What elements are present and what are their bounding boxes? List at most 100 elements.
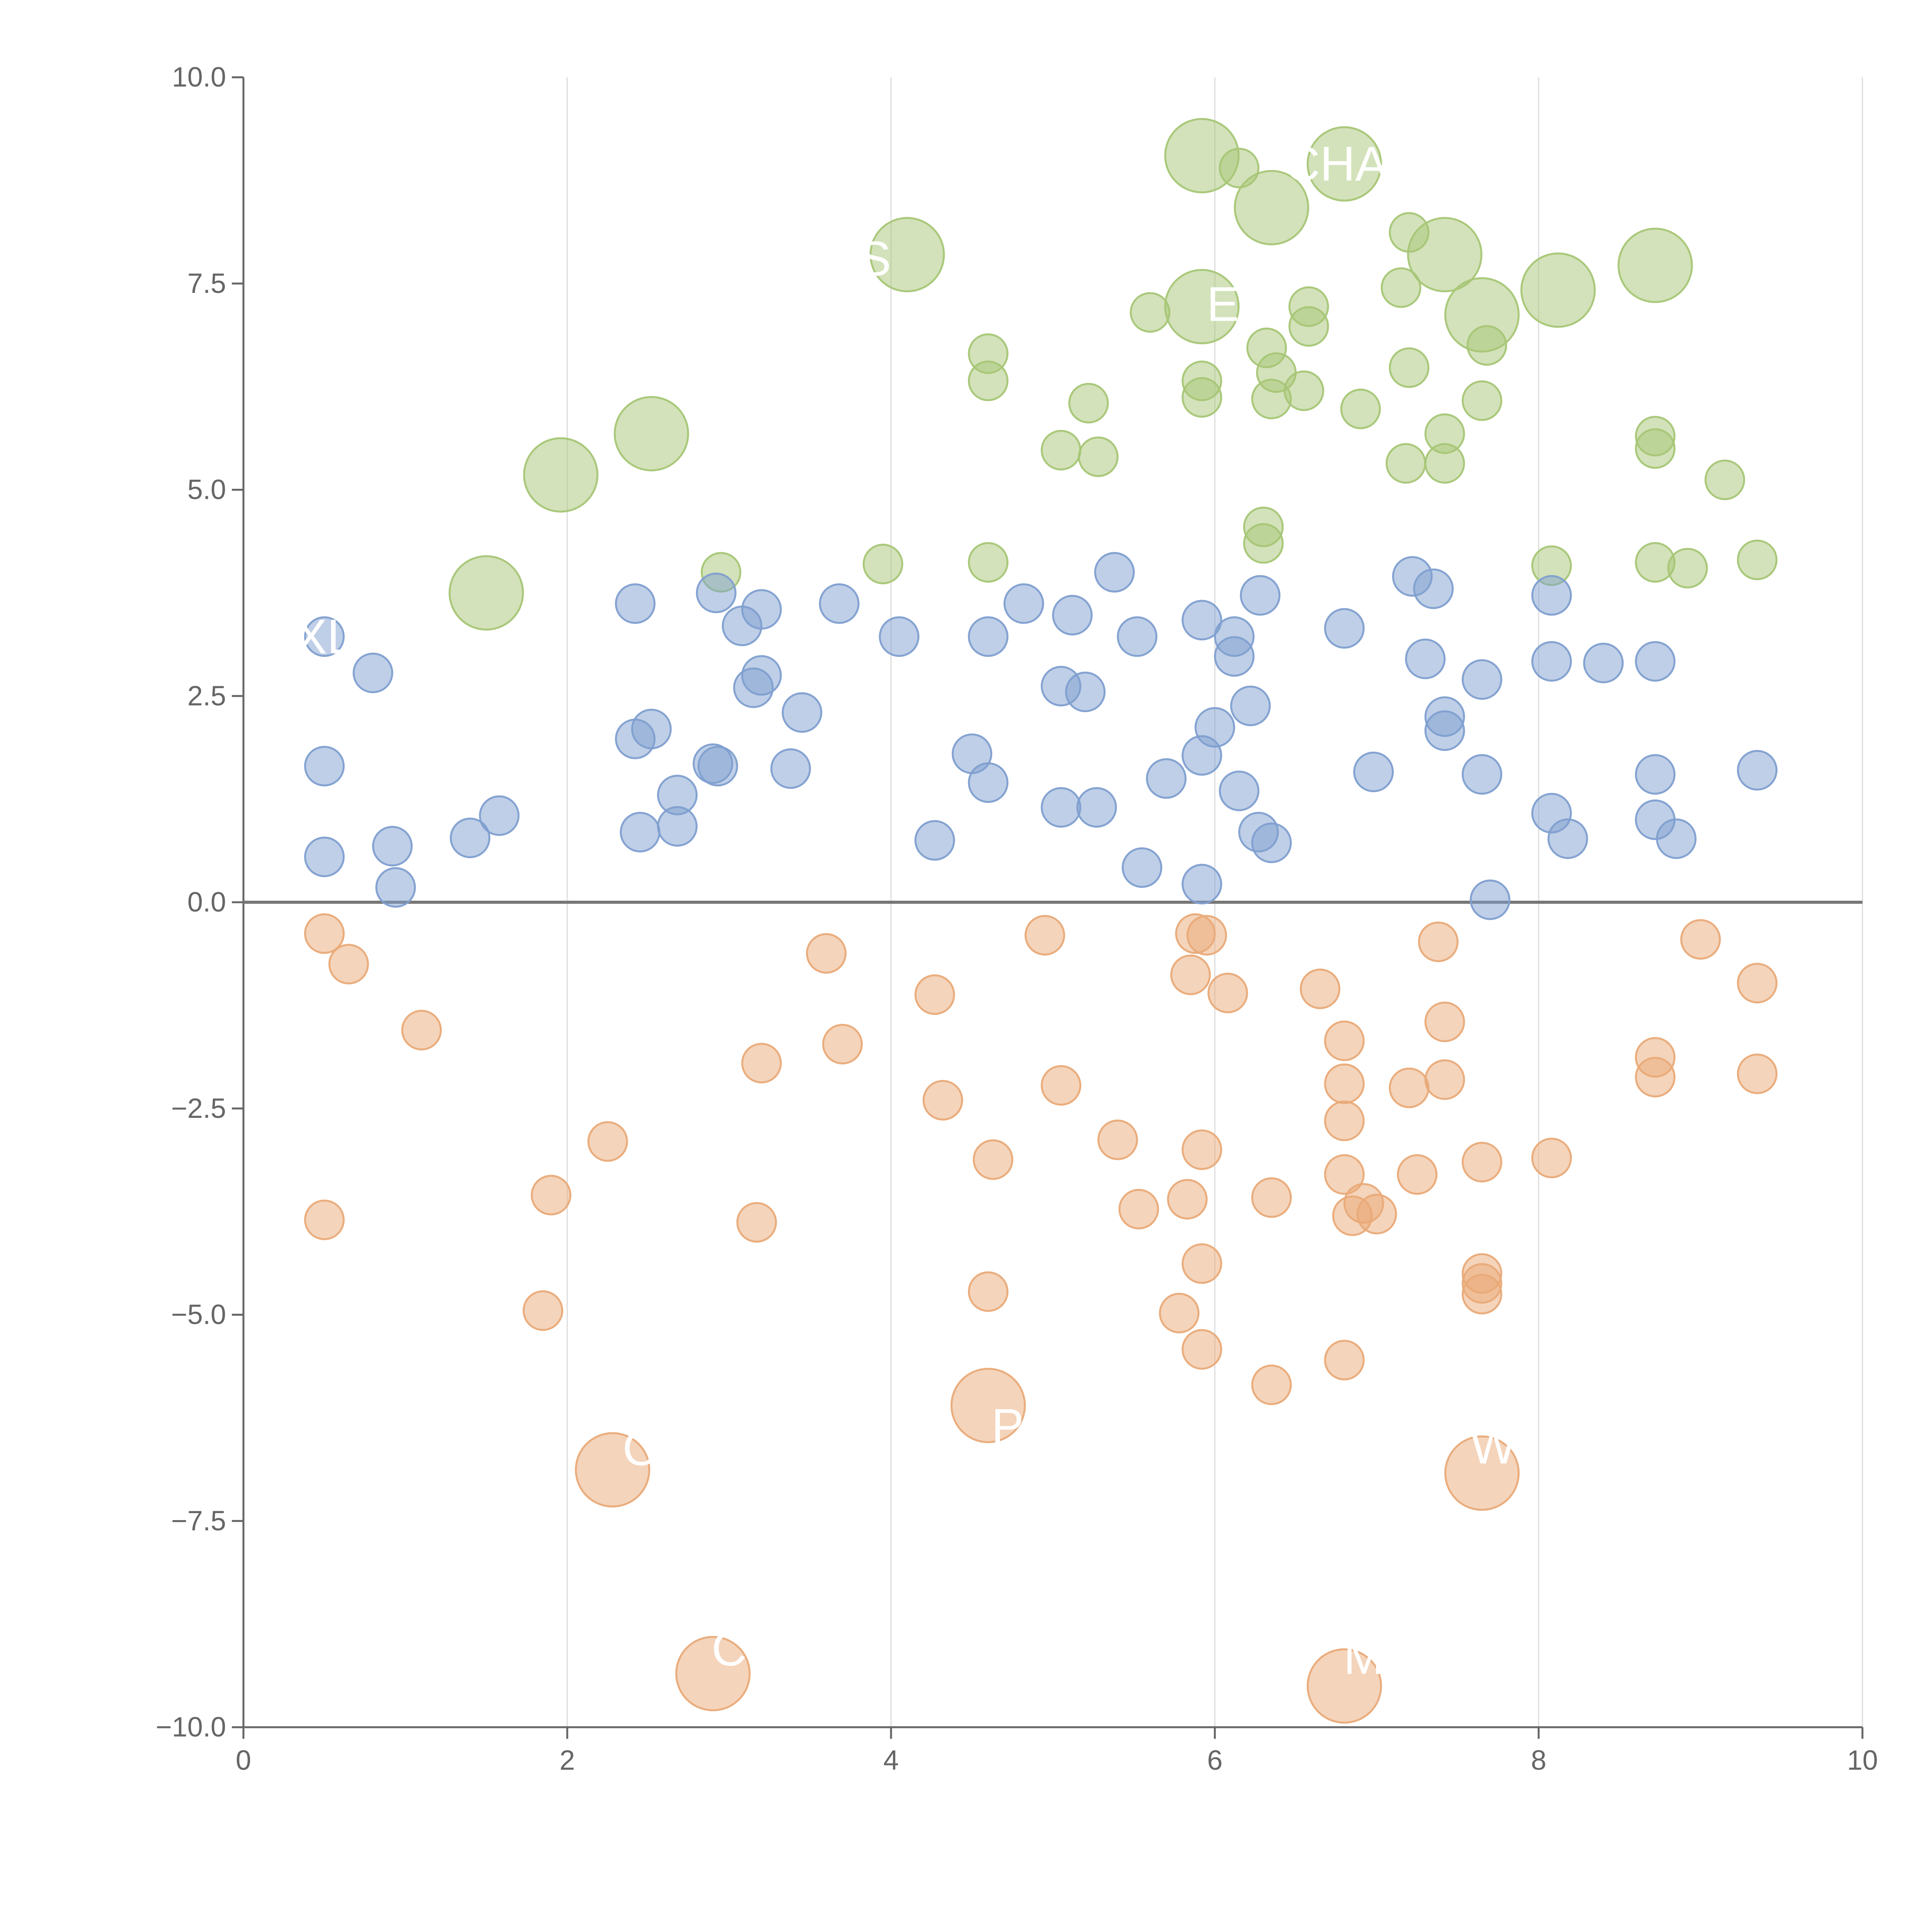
data-point-mid	[1094, 552, 1135, 593]
x-tick-label: 2	[560, 1745, 575, 1776]
data-point-low	[1531, 1138, 1572, 1179]
data-point-low	[1041, 1065, 1082, 1106]
data-point-low	[304, 913, 345, 954]
bubble-label: XL	[294, 609, 354, 664]
data-point-high	[869, 217, 945, 293]
data-point-mid	[1635, 754, 1676, 795]
data-point-high	[1385, 443, 1426, 484]
data-point-mid	[1219, 770, 1260, 811]
data-point-high	[1617, 228, 1693, 303]
data-point-high	[1461, 380, 1502, 421]
y-tick-label: 7.5	[187, 268, 226, 299]
data-point-high	[1340, 388, 1381, 429]
data-point-low	[531, 1175, 571, 1216]
data-point-low	[675, 1636, 751, 1711]
data-point-mid	[304, 837, 345, 878]
data-point-high	[1243, 523, 1284, 564]
data-point-low	[522, 1290, 563, 1331]
bubble-label: E	[502, 516, 535, 571]
bubble-label: C	[622, 1421, 658, 1476]
data-point-low	[1424, 1002, 1465, 1043]
data-point-low	[1324, 1063, 1365, 1104]
data-point-mid	[1052, 595, 1093, 636]
data-point-high	[862, 544, 903, 585]
data-point-high	[1381, 267, 1422, 308]
axes-layer: 10.0 7.5 5.0 2.5 0.0 −2.5 −5.0 −7.5 −10.0 0 2 4 6 8 10	[156, 62, 1878, 1776]
data-point-low	[1024, 915, 1065, 956]
y-tick-label: 5.0	[187, 474, 226, 505]
data-point-low	[1181, 1329, 1222, 1370]
points-layer: high: CHA, S, E, Emid: XLlow: W, P, M, C…	[304, 118, 1778, 1724]
data-point-low	[736, 1202, 777, 1243]
data-point-mid	[968, 616, 1009, 657]
y-tick-label: 10.0	[172, 62, 226, 93]
data-point-low	[950, 1367, 1026, 1443]
data-point-low	[1181, 1129, 1222, 1170]
data-point-high	[1181, 377, 1222, 418]
data-point-low	[304, 1199, 345, 1240]
data-point-low	[973, 1139, 1014, 1180]
data-point-mid	[1353, 752, 1394, 793]
data-point-low	[328, 944, 369, 985]
x-tick-label: 4	[883, 1745, 899, 1776]
data-point-mid	[1461, 754, 1502, 795]
data-point-high	[1078, 436, 1119, 477]
data-point-low	[1737, 1053, 1778, 1094]
data-point-mid	[1181, 600, 1222, 641]
data-point-mid	[1547, 818, 1588, 859]
y-tick-label: 2.5	[187, 680, 226, 711]
data-point-high	[1068, 383, 1109, 423]
data-point-mid	[450, 817, 491, 858]
data-point-mid	[879, 616, 920, 657]
data-point-low	[1167, 1179, 1208, 1220]
data-point-mid	[1635, 641, 1676, 682]
data-point-low	[1444, 1435, 1520, 1511]
data-point-mid	[615, 583, 656, 624]
bubble-label: M	[1344, 1630, 1384, 1684]
bubble-label: W	[1470, 1420, 1516, 1474]
y-tick-label: −2.5	[171, 1093, 226, 1124]
data-point-high	[1466, 325, 1507, 366]
data-point-low	[1251, 1177, 1292, 1218]
data-point-mid	[1121, 847, 1162, 888]
data-point-mid	[782, 692, 823, 733]
y-tick-label: 0.0	[187, 887, 226, 918]
data-point-low	[1324, 1020, 1365, 1061]
data-point-high	[1288, 306, 1329, 347]
data-point-mid	[914, 820, 955, 861]
data-point-low	[1737, 963, 1778, 1003]
data-point-high	[1389, 347, 1430, 388]
data-point-low	[1635, 1057, 1676, 1098]
x-tick-label: 0	[236, 1745, 251, 1776]
data-point-mid	[1076, 787, 1117, 828]
data-point-mid	[1146, 758, 1187, 799]
data-point-high	[1306, 126, 1382, 202]
data-point-low	[1324, 1100, 1365, 1141]
data-point-mid	[352, 652, 393, 693]
data-point-mid	[1181, 735, 1222, 776]
data-point-mid	[1003, 583, 1044, 624]
data-point-high	[1520, 252, 1596, 328]
data-point-low	[1306, 1648, 1382, 1724]
data-point-mid	[770, 748, 811, 789]
data-point-low	[401, 1010, 442, 1051]
data-point-low	[1299, 968, 1340, 1009]
data-point-low	[1461, 1274, 1502, 1315]
data-point-mid	[1461, 659, 1502, 700]
data-point-mid	[1656, 818, 1697, 859]
bubble-label: S	[859, 231, 891, 286]
data-point-low	[806, 933, 847, 974]
data-point-mid	[1065, 672, 1106, 713]
data-point-mid	[1424, 710, 1465, 751]
data-point-low	[1186, 915, 1227, 956]
data-point-mid	[1214, 636, 1255, 677]
data-point-high	[1424, 443, 1465, 484]
data-point-mid	[375, 867, 416, 908]
data-point-mid	[620, 812, 661, 853]
data-point-high	[1704, 459, 1745, 500]
data-point-low	[741, 1043, 782, 1083]
data-point-mid	[479, 795, 520, 836]
data-point-low	[914, 974, 955, 1015]
data-point-mid	[304, 616, 345, 657]
data-point-high	[1234, 170, 1310, 245]
